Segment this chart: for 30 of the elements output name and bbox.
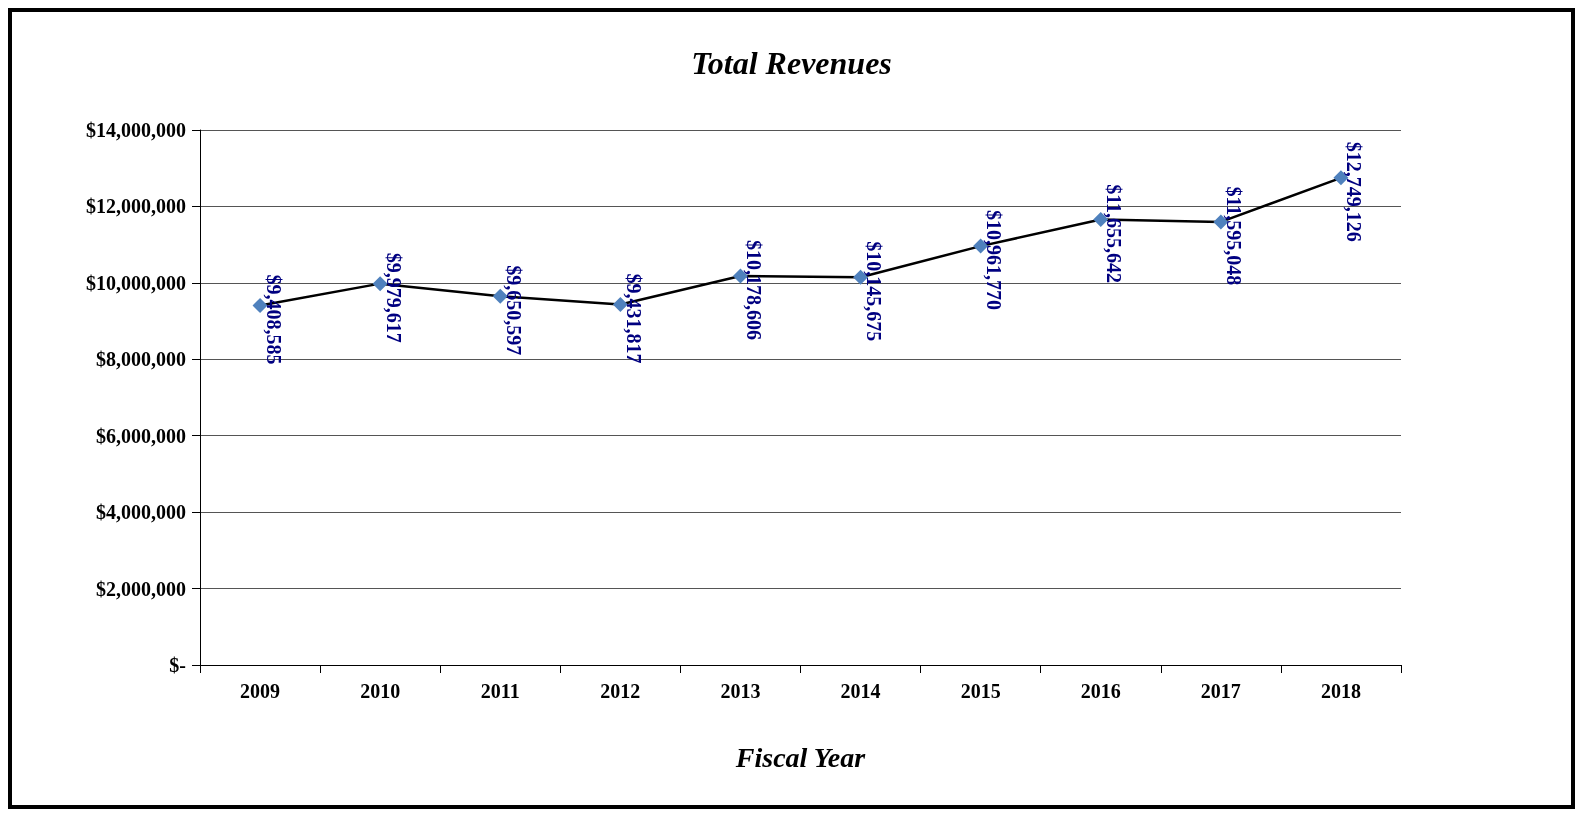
x-tick-label: 2015 — [960, 680, 1001, 702]
x-tick-label: 2017 — [1200, 680, 1241, 702]
x-tick-label: 2009 — [240, 680, 281, 702]
y-tick-label: $14,000,000 — [86, 119, 186, 141]
x-tick-label: 2012 — [600, 680, 641, 702]
y-tick-label: $2,000,000 — [96, 577, 186, 600]
y-tick-label: $4,000,000 — [96, 501, 186, 524]
x-tick-label: 2018 — [1320, 680, 1361, 702]
data-label: $9,979,617 — [382, 252, 405, 343]
x-tick-label: 2011 — [480, 680, 520, 702]
x-tick-label: 2014 — [840, 680, 881, 702]
data-label: $11,595,048 — [1223, 186, 1246, 286]
data-label: $9,431,817 — [622, 273, 645, 364]
data-label: $10,145,675 — [863, 241, 886, 342]
y-tick-label: $12,000,000 — [86, 195, 186, 218]
data-label: $10,178,606 — [742, 240, 765, 341]
y-tick-label: $6,000,000 — [96, 424, 186, 447]
x-tick-label: 2013 — [720, 680, 761, 702]
y-tick-label: $8,000,000 — [96, 348, 186, 371]
x-tick-label: 2016 — [1080, 680, 1121, 702]
data-label: $9,650,597 — [502, 265, 525, 356]
x-tick-label: 2010 — [360, 680, 401, 702]
data-label: $11,655,642 — [1103, 184, 1126, 284]
y-tick-label: $- — [169, 654, 186, 676]
x-axis-title: Fiscal Year — [734, 741, 867, 773]
data-label: $10,961,770 — [983, 210, 1006, 311]
data-label: $9,408,585 — [262, 274, 285, 365]
chart-title: Total Revenues — [691, 45, 892, 81]
y-tick-label: $10,000,000 — [86, 271, 186, 294]
data-label: $12,749,126 — [1343, 141, 1366, 242]
